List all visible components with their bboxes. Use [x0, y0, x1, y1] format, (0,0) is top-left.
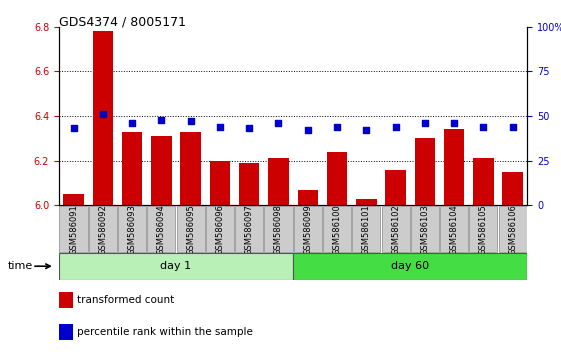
Bar	[122, 132, 142, 205]
Text: GSM586106: GSM586106	[508, 204, 517, 255]
Point	[508, 124, 517, 130]
FancyBboxPatch shape	[294, 206, 322, 252]
Text: day 60: day 60	[391, 261, 429, 272]
FancyBboxPatch shape	[499, 206, 527, 252]
Text: GSM586092: GSM586092	[98, 204, 107, 255]
Point	[304, 127, 312, 133]
FancyBboxPatch shape	[148, 206, 176, 252]
Bar	[151, 136, 172, 205]
Text: GSM586105: GSM586105	[479, 204, 488, 255]
Point	[274, 120, 283, 126]
Point	[186, 119, 195, 124]
Text: time: time	[7, 261, 33, 271]
Point	[245, 126, 254, 131]
Bar	[385, 170, 406, 205]
Bar	[356, 199, 376, 205]
FancyBboxPatch shape	[323, 206, 351, 252]
FancyBboxPatch shape	[352, 206, 380, 252]
Point	[98, 111, 107, 117]
FancyBboxPatch shape	[177, 206, 205, 252]
FancyBboxPatch shape	[411, 206, 439, 252]
FancyBboxPatch shape	[381, 206, 410, 252]
Text: GDS4374 / 8005171: GDS4374 / 8005171	[59, 16, 186, 29]
Text: GSM586104: GSM586104	[450, 204, 459, 255]
Text: day 1: day 1	[160, 261, 191, 272]
Bar	[63, 194, 84, 205]
Text: percentile rank within the sample: percentile rank within the sample	[77, 327, 254, 337]
Bar	[297, 190, 318, 205]
Point	[127, 120, 136, 126]
Bar	[93, 31, 113, 205]
Text: GSM586094: GSM586094	[157, 204, 166, 255]
FancyBboxPatch shape	[206, 206, 234, 252]
FancyBboxPatch shape	[235, 206, 263, 252]
Text: GSM586099: GSM586099	[304, 204, 312, 255]
Text: GSM586091: GSM586091	[69, 204, 78, 255]
Text: GSM586093: GSM586093	[127, 204, 136, 255]
FancyBboxPatch shape	[59, 253, 293, 280]
Bar	[473, 158, 494, 205]
Point	[215, 124, 224, 130]
Bar	[181, 132, 201, 205]
Text: GSM586102: GSM586102	[391, 204, 400, 255]
FancyBboxPatch shape	[59, 206, 88, 252]
Bar	[327, 152, 347, 205]
Text: transformed count: transformed count	[77, 295, 174, 305]
FancyBboxPatch shape	[264, 206, 292, 252]
Point	[420, 120, 429, 126]
FancyBboxPatch shape	[89, 206, 117, 252]
Text: GSM586096: GSM586096	[215, 204, 224, 255]
Text: GSM586103: GSM586103	[420, 204, 429, 255]
Bar	[268, 158, 289, 205]
Point	[69, 126, 78, 131]
FancyBboxPatch shape	[293, 253, 527, 280]
Point	[157, 117, 166, 122]
Bar	[444, 129, 465, 205]
FancyBboxPatch shape	[470, 206, 498, 252]
Point	[479, 124, 488, 130]
Bar	[503, 172, 523, 205]
Text: GSM586098: GSM586098	[274, 204, 283, 255]
Point	[333, 124, 342, 130]
Point	[450, 120, 459, 126]
Bar	[210, 161, 230, 205]
Text: GSM586095: GSM586095	[186, 204, 195, 255]
Text: GSM586097: GSM586097	[245, 204, 254, 255]
Point	[391, 124, 400, 130]
FancyBboxPatch shape	[118, 206, 146, 252]
FancyBboxPatch shape	[440, 206, 468, 252]
Bar	[415, 138, 435, 205]
Text: GSM586100: GSM586100	[333, 204, 342, 255]
Text: GSM586101: GSM586101	[362, 204, 371, 255]
Bar	[239, 163, 259, 205]
Point	[362, 127, 371, 133]
